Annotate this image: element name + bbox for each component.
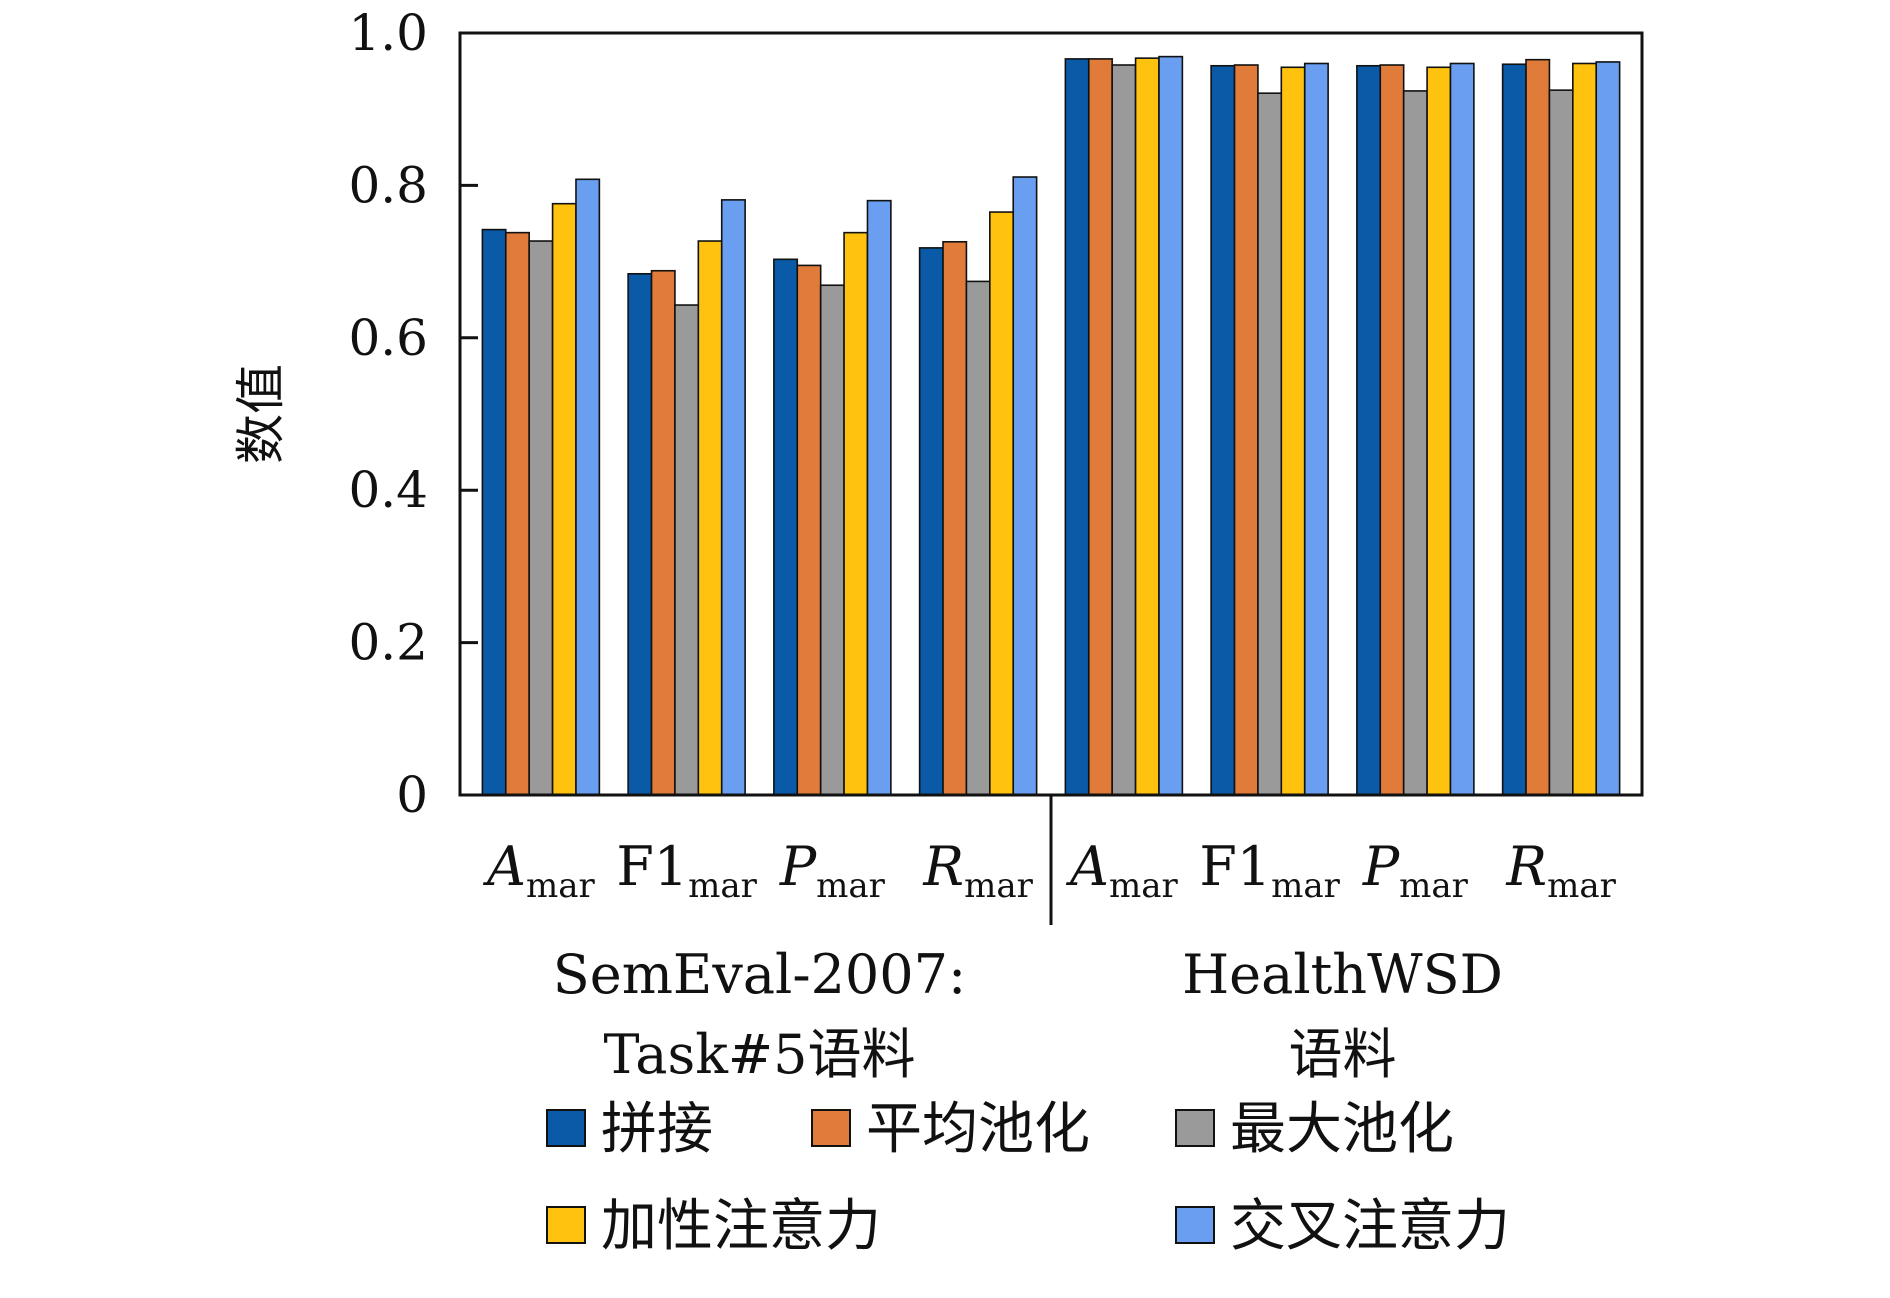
legend-swatch xyxy=(1175,1206,1215,1244)
bar-3-6 xyxy=(1426,66,1452,796)
y-tick-label: 0.2 xyxy=(348,614,428,672)
group-label: HealthWSD xyxy=(1182,943,1503,1006)
bar-2-3 xyxy=(965,280,991,796)
legend-swatch xyxy=(811,1109,851,1147)
legend-label: 平均池化 xyxy=(866,1097,1090,1162)
y-tick-label: 1.0 xyxy=(348,4,428,62)
x-category-label: Amar xyxy=(1065,835,1179,906)
bar-1-6 xyxy=(1379,64,1405,796)
bar-4-3 xyxy=(1012,176,1038,796)
bar-3-3 xyxy=(989,211,1015,796)
legend-swatch xyxy=(546,1109,586,1147)
bar-4-1 xyxy=(720,199,746,796)
bar-2-7 xyxy=(1548,89,1574,796)
bar-4-2 xyxy=(866,199,892,796)
y-tick-label: 0.8 xyxy=(348,156,428,214)
legend-swatch xyxy=(1175,1109,1215,1147)
x-category-label: F1mar xyxy=(1199,835,1340,906)
bar-4-5 xyxy=(1303,62,1329,796)
bars-layer xyxy=(481,55,1621,796)
bar-1-5 xyxy=(1233,64,1259,796)
x-axis: Amar F1mar Pmar Rmar Amar F1mar Pmar Rmar xyxy=(482,835,1617,906)
bar-1-4 xyxy=(1087,58,1113,796)
bar-2-5 xyxy=(1257,92,1283,796)
bar-4-7 xyxy=(1595,61,1621,796)
bar-0-0 xyxy=(481,228,507,796)
x-category-label: Rmar xyxy=(922,835,1033,906)
bar-3-2 xyxy=(843,231,869,796)
bar-2-2 xyxy=(819,284,845,796)
bar-1-0 xyxy=(504,231,530,796)
bar-0-1 xyxy=(627,272,653,796)
bar-1-3 xyxy=(942,240,968,796)
bar-0-6 xyxy=(1356,64,1382,796)
bar-3-4 xyxy=(1134,57,1160,796)
y-axis-label: 数值 xyxy=(232,364,290,464)
bar-0-4 xyxy=(1064,58,1090,796)
group-label: 语料 xyxy=(1289,1023,1397,1086)
bar-1-1 xyxy=(650,269,676,796)
x-category-label: Amar xyxy=(482,835,596,906)
bar-3-1 xyxy=(697,240,723,796)
legend-label: 拼接 xyxy=(601,1097,713,1162)
x-category-label: Rmar xyxy=(1505,835,1616,906)
bar-1-2 xyxy=(796,264,822,796)
bar-0-3 xyxy=(918,247,944,796)
bar-3-7 xyxy=(1572,62,1598,796)
y-tick-label: 0 xyxy=(396,766,428,824)
x-category-label: Pmar xyxy=(1362,835,1469,906)
bar-4-6 xyxy=(1449,62,1475,796)
bar-2-0 xyxy=(528,240,554,796)
x-category-label: Pmar xyxy=(779,835,886,906)
legend-label: 交叉注意力 xyxy=(1230,1194,1510,1259)
bar-2-1 xyxy=(674,304,700,796)
legend-swatch xyxy=(546,1206,586,1244)
bar-2-6 xyxy=(1402,90,1428,796)
bar-0-2 xyxy=(773,258,799,796)
bar-0-5 xyxy=(1210,64,1236,796)
legend-label: 加性注意力 xyxy=(601,1194,881,1259)
group-labels: SemEval-2007: Task#5语料 HealthWSD 语料 xyxy=(553,943,1503,1086)
bar-2-4 xyxy=(1111,64,1137,796)
bar-3-0 xyxy=(551,202,577,796)
bar-3-5 xyxy=(1280,66,1306,796)
y-tick-label: 0.6 xyxy=(348,309,428,367)
bar-4-0 xyxy=(575,178,601,796)
bar-1-7 xyxy=(1525,58,1551,796)
bar-4-4 xyxy=(1158,55,1184,796)
y-axis: 0 0.2 0.4 0.6 0.8 1.0 xyxy=(348,4,478,824)
group-label: SemEval-2007: xyxy=(553,943,966,1006)
legend-label: 最大池化 xyxy=(1230,1097,1454,1162)
bar-0-7 xyxy=(1501,63,1527,796)
group-label: Task#5语料 xyxy=(603,1023,915,1086)
x-category-label: F1mar xyxy=(616,835,757,906)
y-tick-label: 0.4 xyxy=(348,461,428,519)
